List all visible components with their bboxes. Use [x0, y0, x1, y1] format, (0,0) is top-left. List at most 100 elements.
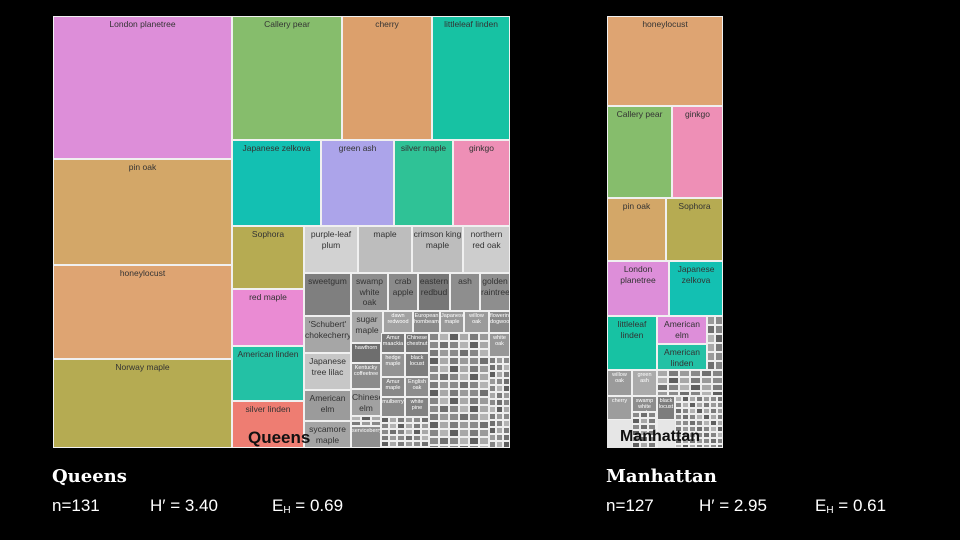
- small-species-tile: [429, 357, 439, 365]
- small-species-tile: [489, 441, 496, 448]
- small-species-tile: [640, 442, 648, 448]
- small-species-tile: [689, 438, 696, 444]
- small-species-tile: [439, 389, 449, 397]
- small-species-tile: [657, 384, 668, 391]
- small-species-tile: [703, 408, 710, 414]
- small-species-tile: [389, 441, 397, 447]
- queens-treemap: London planetree pin oak honeylocust Nor…: [53, 16, 510, 448]
- small-species-tile: [503, 385, 510, 392]
- tile-callery-pear: Callery pear: [232, 16, 342, 140]
- small-species-tile: [439, 437, 449, 445]
- small-species-tile: [449, 357, 459, 365]
- small-species-tile: [489, 371, 496, 378]
- small-species-tile: [421, 447, 429, 448]
- small-species-tile: [439, 429, 449, 437]
- small-species-tile: [496, 441, 503, 448]
- small-species-tile: [656, 442, 658, 448]
- small-species-tile: [397, 435, 405, 441]
- small-species-tile: [632, 430, 640, 436]
- small-species-tile: [479, 389, 489, 397]
- small-species-tile: [710, 432, 717, 438]
- manhattan-treemap-label: Manhattan: [620, 428, 700, 445]
- small-species-tile: [710, 396, 717, 402]
- small-species-tile: [381, 423, 389, 429]
- small-species-tile: [690, 377, 701, 384]
- small-species-tile: [496, 357, 503, 364]
- small-species-tile: [648, 424, 656, 430]
- tile-crimson-king-maple: crimson king maple: [412, 226, 463, 273]
- small-species-tile: [381, 429, 389, 435]
- tile-ash: ash: [450, 273, 480, 311]
- small-species-tile: [469, 349, 479, 357]
- small-species-tile: [682, 438, 689, 444]
- small-species-tile: [449, 381, 459, 389]
- small-species-tile: [489, 413, 496, 420]
- tile-japanese-tree-lilac: Japanese tree lilac: [304, 353, 351, 390]
- small-species-tile: [648, 442, 656, 448]
- small-species-tile: [648, 412, 656, 418]
- small-species-tile: [632, 442, 640, 448]
- small-species-tile: [496, 399, 503, 406]
- tile-american-linden: American linden: [657, 344, 707, 370]
- small-species-tile: [632, 436, 640, 442]
- small-species-tile: [479, 373, 489, 381]
- small-species-tile: [503, 371, 510, 378]
- small-species-tile: [717, 402, 723, 408]
- small-species-tile: [421, 429, 429, 435]
- small-species-tile: [397, 447, 405, 448]
- small-species-tile: [449, 445, 459, 448]
- small-species-tile: [429, 373, 439, 381]
- small-species-tile: [707, 316, 715, 325]
- small-species-tile: [712, 391, 723, 396]
- small-species-tile: [710, 420, 717, 426]
- small-species-tile: [439, 421, 449, 429]
- small-species-tile: [459, 413, 469, 421]
- evenness-subscript: H: [283, 505, 291, 516]
- small-species-tile: [717, 444, 723, 448]
- small-species-tile: [469, 421, 479, 429]
- small-species-tile: [429, 389, 439, 397]
- small-species-tile: [479, 341, 489, 349]
- tile-london-planetree: London planetree: [607, 261, 669, 316]
- small-species-tile: [640, 424, 648, 430]
- small-species-tile: [503, 364, 510, 371]
- small-species-tile: [429, 349, 439, 357]
- small-species-tile: [439, 405, 449, 413]
- small-species-tile: [449, 389, 459, 397]
- small-species-tile: [459, 389, 469, 397]
- small-species-tile: [703, 438, 710, 444]
- tile-littleleaf-linden: littleleaf linden: [607, 316, 657, 370]
- tile-white-oak: white oak: [489, 333, 510, 357]
- small-species-tile: [707, 361, 715, 370]
- small-species-tile: [656, 430, 658, 436]
- small-species-tile: [496, 427, 503, 434]
- small-species-tile: [675, 414, 682, 420]
- small-species-tile: [449, 405, 459, 413]
- small-species-tile: [503, 378, 510, 385]
- small-species-tile: [648, 436, 656, 442]
- small-species-cluster: [657, 370, 723, 396]
- small-species-tile: [397, 429, 405, 435]
- small-species-tile: [715, 361, 723, 370]
- small-species-tile: [496, 364, 503, 371]
- tile-chinese-elm: Chinese elm: [351, 389, 381, 416]
- small-species-tile: [682, 396, 689, 402]
- tile-london-planetree: London planetree: [53, 16, 232, 159]
- tile-black-locust: black locust: [405, 353, 429, 377]
- small-species-tile: [489, 364, 496, 371]
- small-species-tile: [469, 381, 479, 389]
- small-species-tile: [413, 435, 421, 441]
- small-species-tile: [397, 417, 405, 423]
- small-species-tile: [707, 343, 715, 352]
- small-species-tile: [703, 396, 710, 402]
- small-species-tile: [429, 365, 439, 373]
- small-species-tile: [696, 396, 703, 402]
- small-species-tile: [459, 333, 469, 341]
- small-species-tile: [459, 349, 469, 357]
- tile-swamp-white-oak: swamp white oak: [351, 273, 388, 311]
- small-species-tile: [459, 381, 469, 389]
- small-species-tile: [703, 444, 710, 448]
- tile-american-elm: American elm: [304, 390, 351, 421]
- small-species-tile: [707, 352, 715, 361]
- small-species-tile: [439, 341, 449, 349]
